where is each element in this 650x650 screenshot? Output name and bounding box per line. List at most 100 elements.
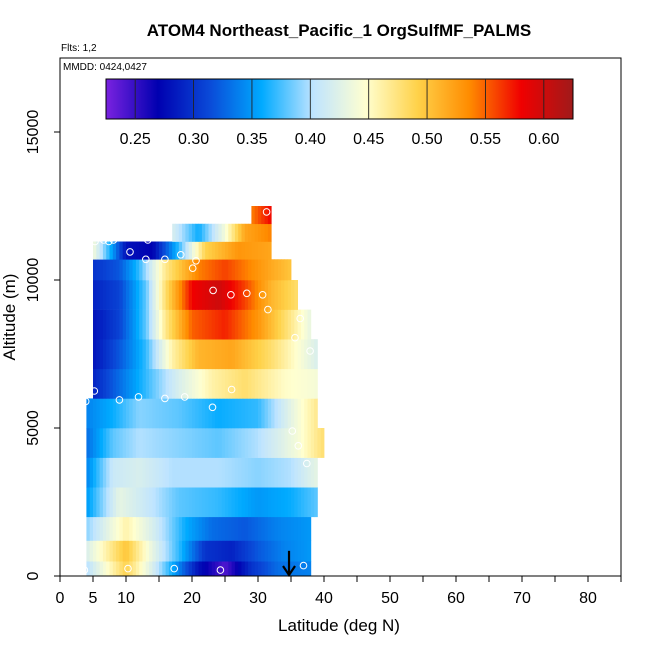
colorbar-tick-label: 0.25	[120, 131, 151, 148]
observation-point	[303, 459, 311, 468]
heatmap-cell	[106, 339, 110, 370]
heatmap-cell	[225, 487, 229, 518]
heatmap-cell	[182, 487, 186, 518]
heatmap-cell	[297, 398, 302, 429]
heatmap-cell	[234, 223, 239, 242]
heatmap-cell	[221, 309, 226, 340]
heatmap-cell	[178, 428, 183, 458]
heatmap-layer	[86, 206, 325, 577]
heatmap-cell	[198, 241, 203, 260]
heatmap-cell	[145, 561, 150, 577]
heatmap-cell	[139, 561, 143, 577]
heatmap-cell	[201, 561, 206, 577]
heatmap-cell	[175, 487, 180, 518]
heatmap-cell	[145, 259, 150, 281]
heatmap-cell	[201, 487, 206, 518]
heatmap-cell	[231, 280, 236, 310]
heatmap-cell	[145, 398, 150, 429]
heatmap-cell	[221, 457, 226, 488]
heatmap-cell	[267, 241, 272, 260]
x-tick-label: 50	[381, 590, 399, 607]
heatmap-cell	[300, 428, 305, 458]
heatmap-cell	[126, 241, 130, 260]
heatmap-cell	[218, 241, 223, 260]
heatmap-cell	[86, 561, 91, 577]
heatmap-cell	[142, 561, 147, 577]
heatmap-cell	[155, 309, 160, 340]
heatmap-cell	[93, 540, 97, 562]
heatmap-cell	[208, 428, 213, 458]
heatmap-cell	[185, 540, 190, 562]
heatmap-cell	[139, 368, 143, 399]
heatmap-cell	[234, 368, 239, 399]
heatmap-cell	[93, 516, 97, 541]
heatmap-cell	[122, 368, 127, 399]
heatmap-cell	[132, 540, 137, 562]
heatmap-cell	[188, 241, 193, 260]
heatmap-cell	[122, 540, 127, 562]
heatmap-cell	[248, 309, 252, 340]
heatmap-cell	[228, 309, 232, 340]
heatmap-cell	[155, 280, 160, 310]
heatmap-cell	[228, 540, 232, 562]
colorbar-legend: 0.25 0.30 0.35 0.40 0.45 0.50 0.55 0.60	[105, 78, 574, 148]
heatmap-cell	[307, 309, 312, 340]
heatmap-cell	[192, 309, 196, 340]
heatmap-cell	[116, 368, 120, 399]
heatmap-cell	[221, 487, 226, 518]
heatmap-cell	[281, 561, 285, 577]
heatmap-cell	[248, 561, 252, 577]
observation-point	[115, 396, 124, 404]
heatmap-cell	[231, 457, 236, 488]
heatmap-cell	[159, 428, 163, 458]
heatmap-cell	[310, 457, 315, 488]
heatmap-cell	[267, 309, 272, 340]
heatmap-cell	[208, 259, 213, 281]
heatmap-cell	[178, 339, 183, 370]
heatmap-cell	[172, 516, 176, 541]
heatmap-cell	[192, 339, 196, 370]
heatmap-cell	[109, 259, 114, 281]
heatmap-cell	[264, 540, 269, 562]
heatmap-cell	[86, 540, 91, 562]
heatmap-cell	[254, 368, 259, 399]
heatmap-cell	[192, 457, 196, 488]
heatmap-cell	[149, 368, 153, 399]
heatmap-cell	[122, 339, 127, 370]
heatmap-cell	[142, 259, 147, 281]
heatmap-cell	[195, 487, 199, 518]
heatmap-cell	[195, 428, 199, 458]
heatmap-cell	[188, 339, 193, 370]
heatmap-cell	[129, 241, 133, 260]
heatmap-cell	[159, 457, 163, 488]
heatmap-cell	[221, 339, 226, 370]
heatmap-cell	[159, 561, 163, 577]
heatmap-cell	[300, 540, 305, 562]
heatmap-cell	[135, 561, 140, 577]
heatmap-cell	[297, 368, 302, 399]
heatmap-cell	[175, 223, 180, 242]
heatmap-cell	[251, 398, 256, 429]
heatmap-cell	[145, 241, 150, 260]
heatmap-cell	[267, 540, 272, 562]
heatmap-cell	[264, 223, 269, 242]
heatmap-cell	[277, 339, 282, 370]
heatmap-cell	[102, 339, 107, 370]
heatmap-cell	[182, 561, 186, 577]
heatmap-cell	[122, 457, 127, 488]
heatmap-cell	[165, 259, 170, 281]
heatmap-cell	[139, 487, 143, 518]
heatmap-cell	[215, 223, 219, 242]
heatmap-cell	[254, 561, 259, 577]
heatmap-cell	[185, 309, 190, 340]
heatmap-cell	[201, 339, 206, 370]
y-axis: 0 5000 10000 15000	[25, 110, 60, 580]
heatmap-cell	[271, 487, 275, 518]
observation-points	[80, 208, 314, 574]
heatmap-cell	[277, 309, 282, 340]
heatmap-cell	[201, 516, 206, 541]
heatmap-cell	[310, 339, 315, 370]
heatmap-cell	[132, 309, 137, 340]
heatmap-cell	[178, 280, 183, 310]
heatmap-cell	[106, 309, 110, 340]
